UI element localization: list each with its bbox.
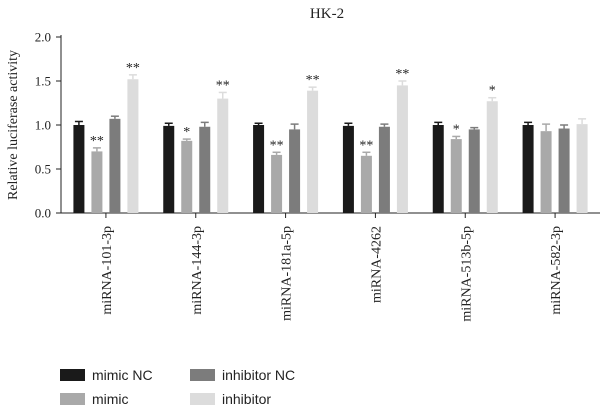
- bar: [576, 124, 588, 213]
- y-axis-label: Relative luciferase activity: [6, 50, 21, 200]
- bar: [378, 126, 390, 213]
- bar: [468, 129, 480, 213]
- significance-label: *: [453, 122, 460, 137]
- significance-label: **: [270, 138, 284, 153]
- bar: [396, 85, 408, 213]
- bar: [253, 125, 265, 213]
- bar: [163, 125, 175, 213]
- significance-label: **: [359, 138, 373, 153]
- legend-label: mimic NC: [92, 367, 153, 383]
- bar: [432, 125, 444, 213]
- bar: [450, 139, 462, 213]
- bar: [342, 125, 354, 213]
- legend-swatch: [60, 369, 85, 381]
- bar: [91, 151, 103, 213]
- legend-item: mimic: [60, 391, 129, 407]
- bar: [271, 154, 283, 213]
- bar: [127, 79, 139, 214]
- bar: [109, 118, 121, 213]
- legend-label: mimic: [92, 391, 129, 407]
- bar: [181, 140, 193, 213]
- legend-item: inhibitor NC: [190, 367, 295, 383]
- x-category-label: miRNA-101-3p: [100, 226, 115, 315]
- bar: [360, 155, 372, 213]
- y-tick-label: 0.0: [35, 206, 51, 221]
- bar: [558, 128, 570, 213]
- significance-label: **: [126, 61, 140, 76]
- y-tick-label: 0.5: [35, 162, 51, 177]
- y-tick-label: 1.0: [35, 118, 51, 133]
- bar: [307, 90, 319, 213]
- legend-label: inhibitor: [222, 391, 271, 407]
- significance-label: **: [216, 78, 230, 93]
- bar: [289, 129, 301, 213]
- legend-swatch: [190, 393, 215, 405]
- x-category-label: miRNA-144-3p: [190, 226, 205, 315]
- chart-title: HK-2: [310, 6, 344, 22]
- bar: [199, 126, 211, 213]
- significance-label: *: [183, 125, 190, 140]
- legend: mimic NC inhibitor NC mimic inhibitor: [60, 367, 295, 407]
- bar: [540, 131, 552, 213]
- bar: [217, 98, 229, 213]
- bar: [73, 125, 85, 213]
- x-category-label: miRNA-513b-5p: [459, 226, 474, 322]
- bar: [522, 125, 534, 213]
- significance-label: **: [306, 73, 320, 88]
- x-category-label: miRNA-582-3p: [549, 226, 564, 315]
- legend-item: inhibitor: [190, 391, 271, 407]
- legend-item: mimic NC: [60, 367, 153, 383]
- y-tick-label: 2.0: [35, 30, 51, 45]
- legend-swatch: [190, 369, 215, 381]
- significance-label: *: [489, 84, 496, 99]
- y-tick-label: 1.5: [35, 74, 51, 89]
- legend-swatch: [60, 393, 85, 405]
- significance-label: **: [395, 67, 409, 82]
- plot-area: 0.00.51.01.52.0****miRNA-101-3p***miRNA-…: [35, 30, 600, 322]
- bar: [486, 101, 498, 213]
- significance-label: **: [90, 134, 104, 149]
- legend-label: inhibitor NC: [222, 367, 295, 383]
- x-category-label: miRNA-4262: [369, 226, 384, 303]
- x-category-label: miRNA-181a-5p: [280, 226, 295, 321]
